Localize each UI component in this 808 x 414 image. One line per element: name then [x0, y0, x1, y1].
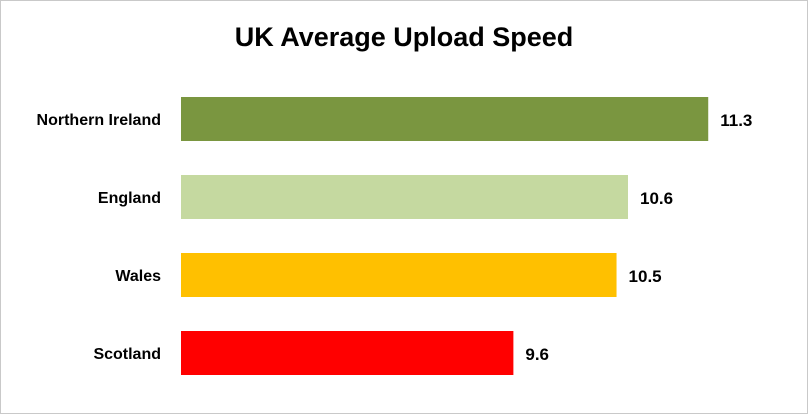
category-label-wales: Wales	[115, 268, 161, 285]
bar-northern-ireland	[181, 97, 709, 141]
bar-england	[181, 175, 628, 219]
data-label-scotland: 9.6	[525, 345, 549, 364]
category-label-scotland: Scotland	[93, 346, 161, 363]
chart-title: UK Average Upload Speed	[235, 22, 574, 52]
bars-group: Northern Ireland 11.3 England 10.6 Wales 10.5…	[37, 97, 752, 375]
bar-scotland	[181, 331, 514, 375]
data-label-northern-ireland: 11.3	[720, 111, 752, 130]
data-label-wales: 10.5	[629, 267, 662, 286]
category-label-northern-ireland: Northern Ireland	[37, 112, 161, 129]
category-label-england: England	[98, 190, 161, 207]
bar-wales	[181, 253, 617, 297]
data-label-england: 10.6	[640, 189, 673, 208]
